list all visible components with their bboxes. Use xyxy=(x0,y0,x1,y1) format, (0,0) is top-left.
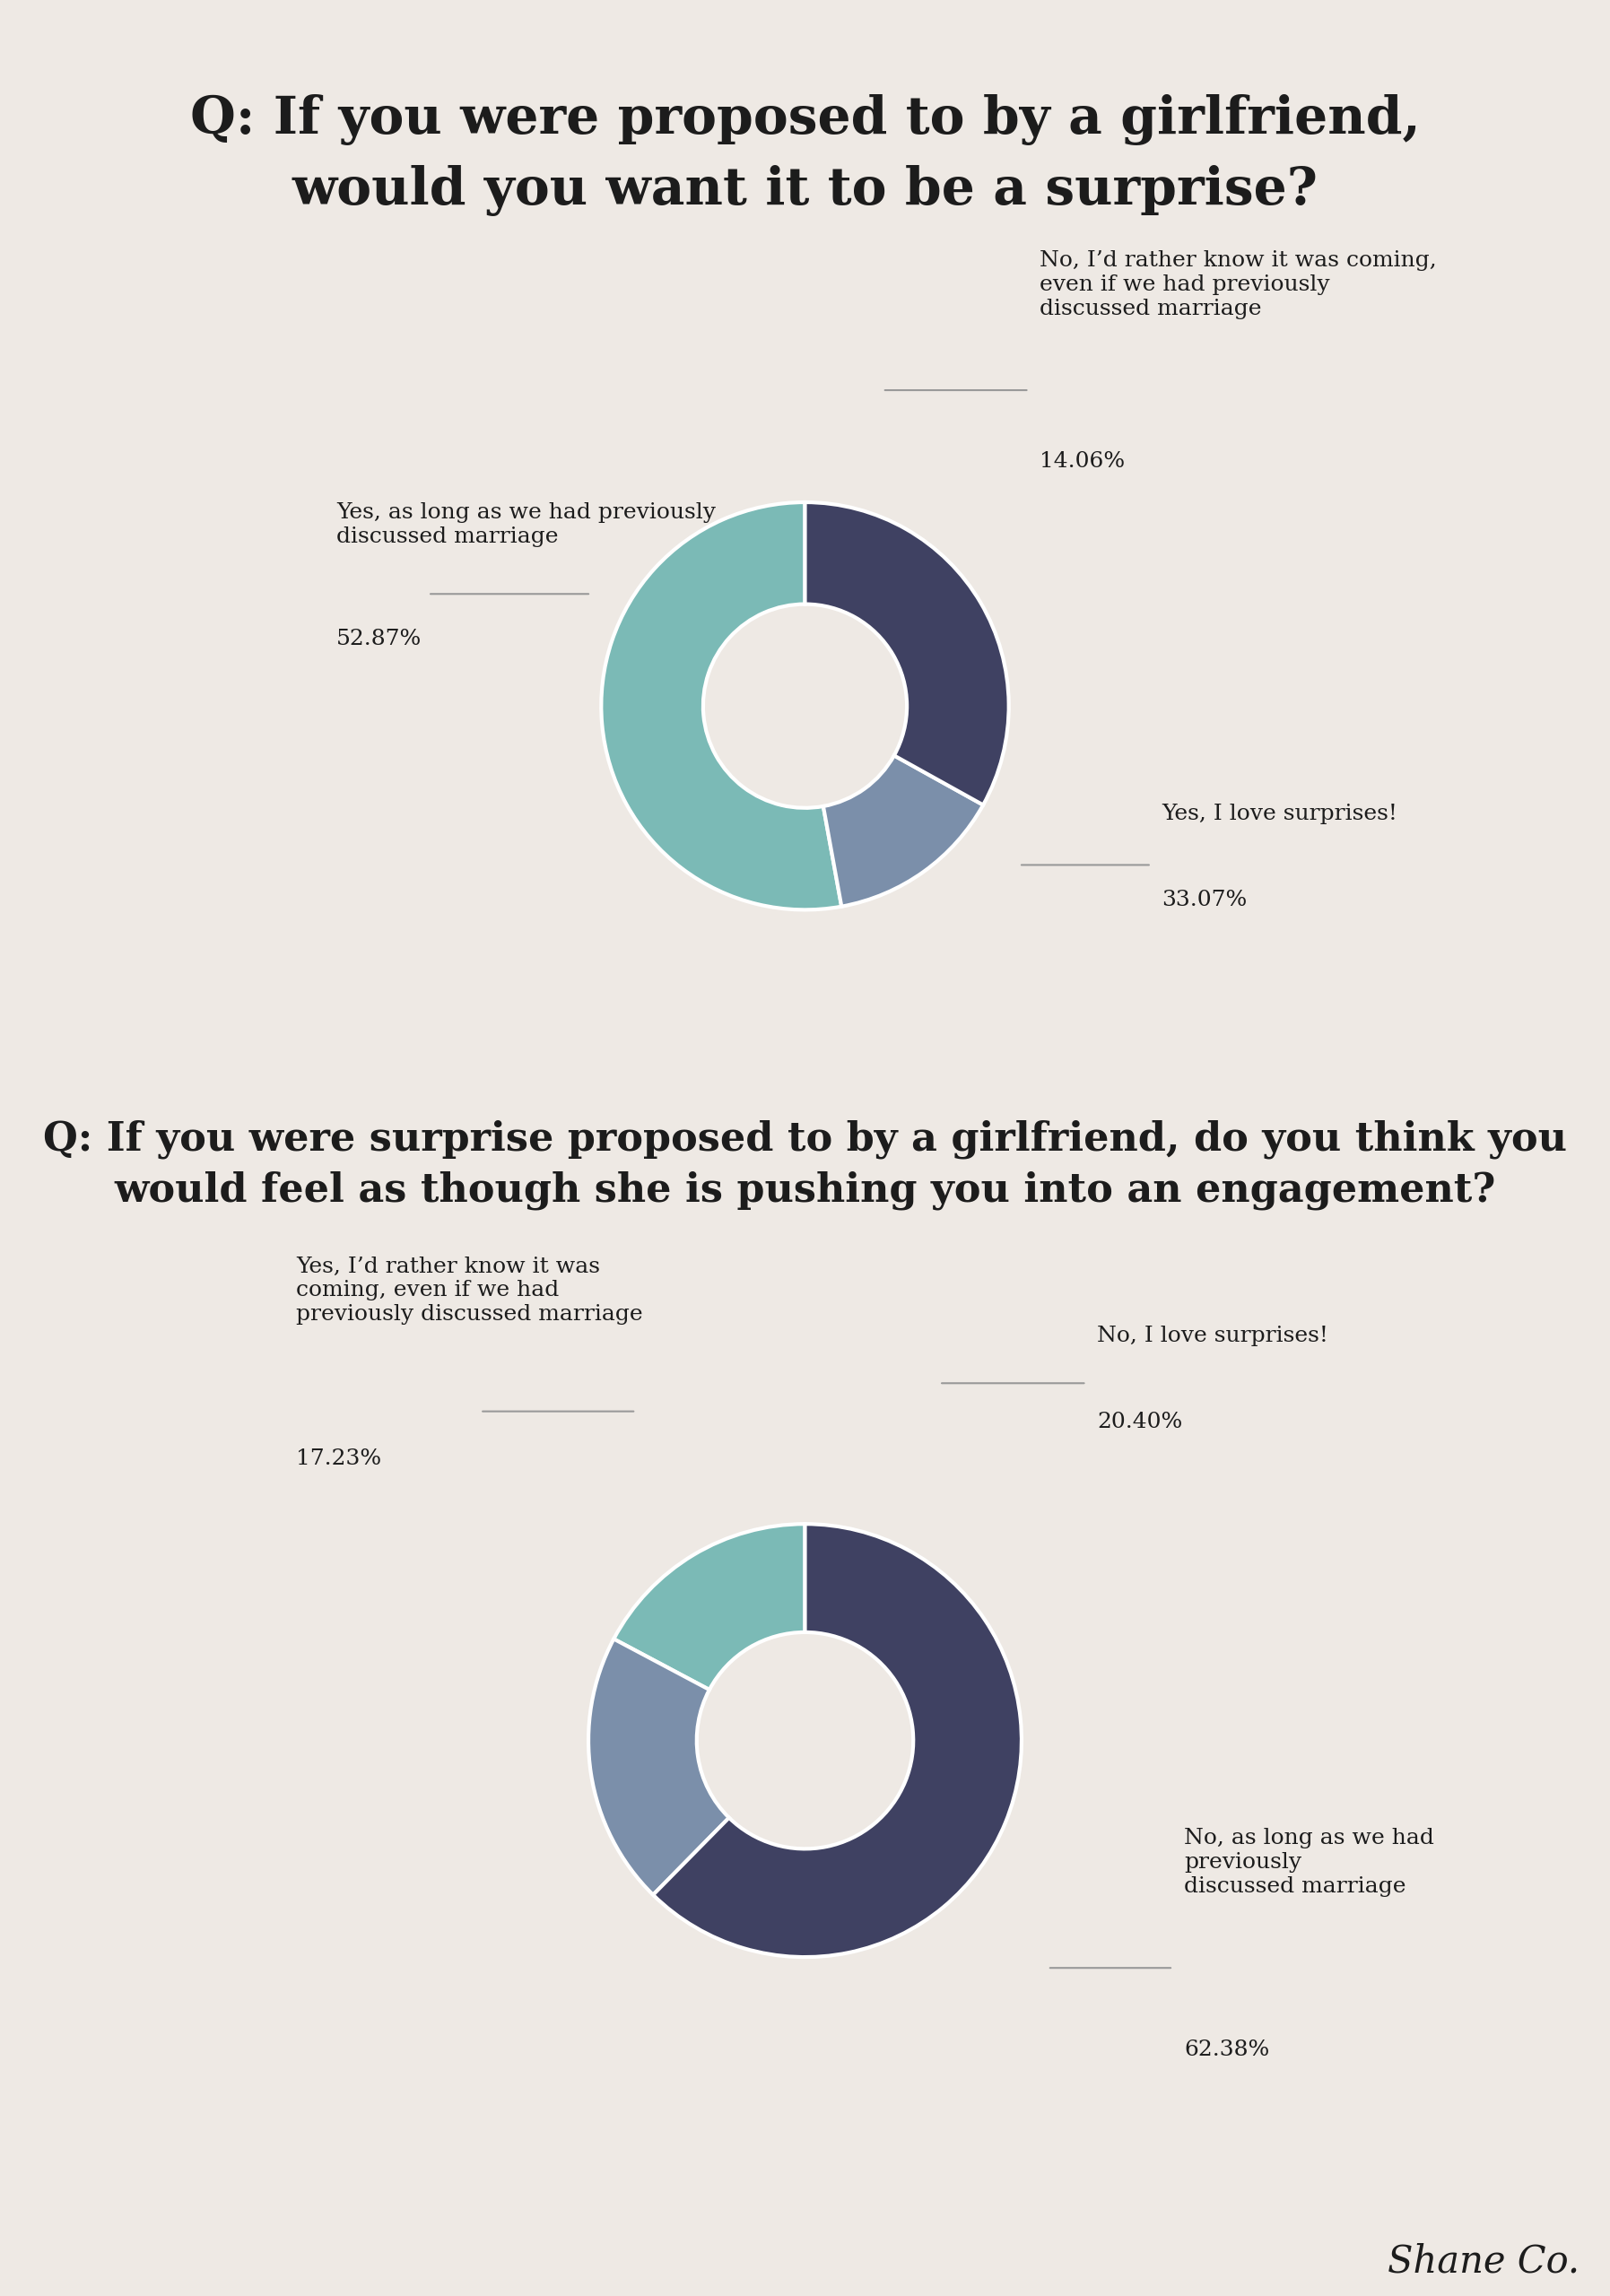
Wedge shape xyxy=(601,503,842,909)
Wedge shape xyxy=(805,503,1009,806)
Text: 33.07%: 33.07% xyxy=(1162,889,1248,909)
Text: Q: If you were surprise proposed to by a girlfriend, do you think you
would feel: Q: If you were surprise proposed to by a… xyxy=(43,1120,1567,1210)
Wedge shape xyxy=(654,1525,1022,1956)
Text: Shane Co.: Shane Co. xyxy=(1388,2243,1579,2280)
Text: Yes, I love surprises!: Yes, I love surprises! xyxy=(1162,804,1397,824)
Text: Q: If you were proposed to by a girlfriend,
would you want it to be a surprise?: Q: If you were proposed to by a girlfrie… xyxy=(190,94,1420,216)
Wedge shape xyxy=(613,1525,805,1690)
Text: 14.06%: 14.06% xyxy=(1040,452,1125,473)
Text: No, I’d rather know it was coming,
even if we had previously
discussed marriage: No, I’d rather know it was coming, even … xyxy=(1040,250,1436,319)
Text: Yes, I’d rather know it was
coming, even if we had
previously discussed marriage: Yes, I’d rather know it was coming, even… xyxy=(296,1256,642,1325)
Text: Yes, as long as we had previously
discussed marriage: Yes, as long as we had previously discus… xyxy=(336,503,716,546)
Wedge shape xyxy=(588,1639,729,1894)
Text: 17.23%: 17.23% xyxy=(296,1449,382,1469)
Text: No, as long as we had
previously
discussed marriage: No, as long as we had previously discuss… xyxy=(1183,1828,1435,1896)
Wedge shape xyxy=(823,755,984,907)
Text: 20.40%: 20.40% xyxy=(1098,1412,1183,1433)
Text: 52.87%: 52.87% xyxy=(336,629,422,650)
Text: 62.38%: 62.38% xyxy=(1183,2039,1269,2060)
Text: No, I love surprises!: No, I love surprises! xyxy=(1098,1325,1328,1345)
